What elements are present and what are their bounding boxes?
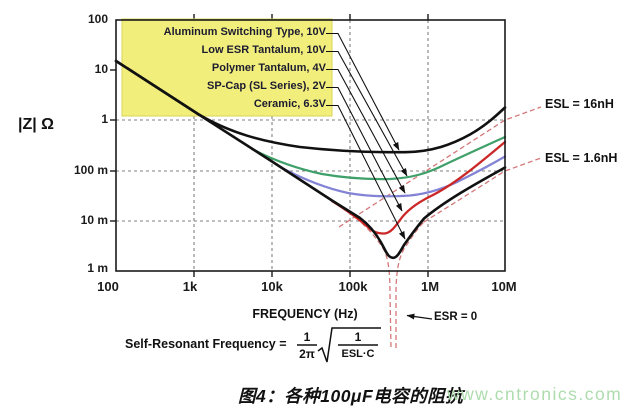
x-tick-1k: 1k <box>182 279 198 294</box>
y-tick-10: 10 <box>94 62 108 76</box>
legend-item-polymer: Polymer Tantalum, 4V <box>211 62 326 74</box>
esr-zero-arrow <box>406 313 433 320</box>
arrow-to-aluminum-curve <box>326 32 400 151</box>
esl-1-6nh-label: ESL = 1.6nH <box>545 151 618 165</box>
esl-16nh-label: ESL = 16nH <box>545 97 614 111</box>
plot-border <box>115 19 506 272</box>
y-tick-100m: 100 m <box>73 163 108 177</box>
impedance-curves <box>114 59 507 260</box>
formula-inner-denominator: ESL·C <box>341 348 375 360</box>
esr-zero-label: ESR = 0 <box>434 311 478 323</box>
esr-zero-right-branch <box>395 221 425 348</box>
esl-1-6nh-line <box>423 157 542 223</box>
arrow-to-ceramic-curve <box>326 104 406 240</box>
x-tick-100: 100 <box>97 279 119 294</box>
y-axis-title: |Z| Ω <box>18 116 54 133</box>
x-tick-100k: 100k <box>338 279 368 294</box>
x-tick-10M: 10M <box>491 279 517 294</box>
formula-label: Self-Resonant Frequency = <box>125 337 287 351</box>
formula-graphics <box>297 327 381 363</box>
arrow-to-polymer-curve <box>326 68 406 194</box>
curve-aluminum-switching <box>114 59 507 154</box>
formula-outer-numerator: 1 <box>303 330 311 344</box>
x-tick-1M: 1M <box>420 279 440 294</box>
y-tick-100: 100 <box>87 12 108 26</box>
y-tick-1m: 1 m <box>87 261 108 275</box>
figure-caption: 图4：各种100μF电容的阻抗 <box>238 386 464 406</box>
curve-sp-cap <box>330 140 507 235</box>
x-tick-10k: 10k <box>261 279 283 294</box>
x-axis-title: FREQUENCY (Hz) <box>252 307 358 321</box>
y-tick-1: 1 <box>101 112 108 126</box>
site-watermark: www.cntronics.com <box>447 384 623 404</box>
legend-box <box>121 18 333 117</box>
formula-outer-denominator: 2π <box>299 347 315 361</box>
legend-item-tantalum: Low ESR Tantalum, 10V <box>201 44 327 56</box>
y-tick-10m: 10 m <box>80 213 108 227</box>
arrow-to-sp-cap-curve <box>326 86 403 212</box>
legend-item-ceramic: Ceramic, 6.3V <box>253 98 326 110</box>
formula-inner-numerator: 1 <box>354 330 362 344</box>
radical-sign <box>317 327 381 363</box>
curve-low-esr-tantalum <box>250 135 507 181</box>
curve-ceramic <box>114 59 507 260</box>
legend-item-aluminum: Aluminum Switching Type, 10V <box>163 26 326 38</box>
legend-item-sp-cap: SP-Cap (SL Series), 2V <box>206 80 326 92</box>
axis-tick-marks <box>110 14 429 277</box>
curve-polymer-tantalum <box>280 155 507 198</box>
esl-16nh-line <box>338 106 542 228</box>
legend-pointer-arrows <box>326 32 408 240</box>
arrow-to-tantalum-curve <box>326 50 408 177</box>
